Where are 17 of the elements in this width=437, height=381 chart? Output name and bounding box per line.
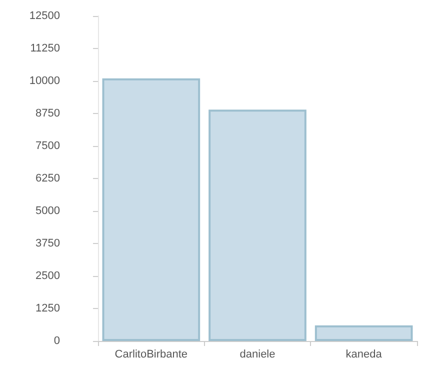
x-tick-label: kaneda [346,348,383,360]
y-tick-label: 0 [54,335,60,347]
y-tick-label: 6250 [36,172,60,184]
y-tick-label: 8750 [36,108,60,120]
bar [102,78,200,341]
bar [314,325,413,341]
y-tick-label: 11250 [30,42,60,54]
y-tick-label: 5000 [36,205,60,217]
y-tick-label: 3750 [36,238,60,250]
bar [208,110,306,341]
y-tick-label: 10000 [29,75,60,87]
x-tick-label: daniele [240,348,276,360]
y-tick-label: 2500 [36,270,60,282]
y-tick-label: 7500 [36,140,60,152]
y-tick-label: 12500 [29,10,60,22]
y-tick-label: 1250 [36,302,60,314]
x-tick-label: CarlitoBirbante [114,348,188,360]
